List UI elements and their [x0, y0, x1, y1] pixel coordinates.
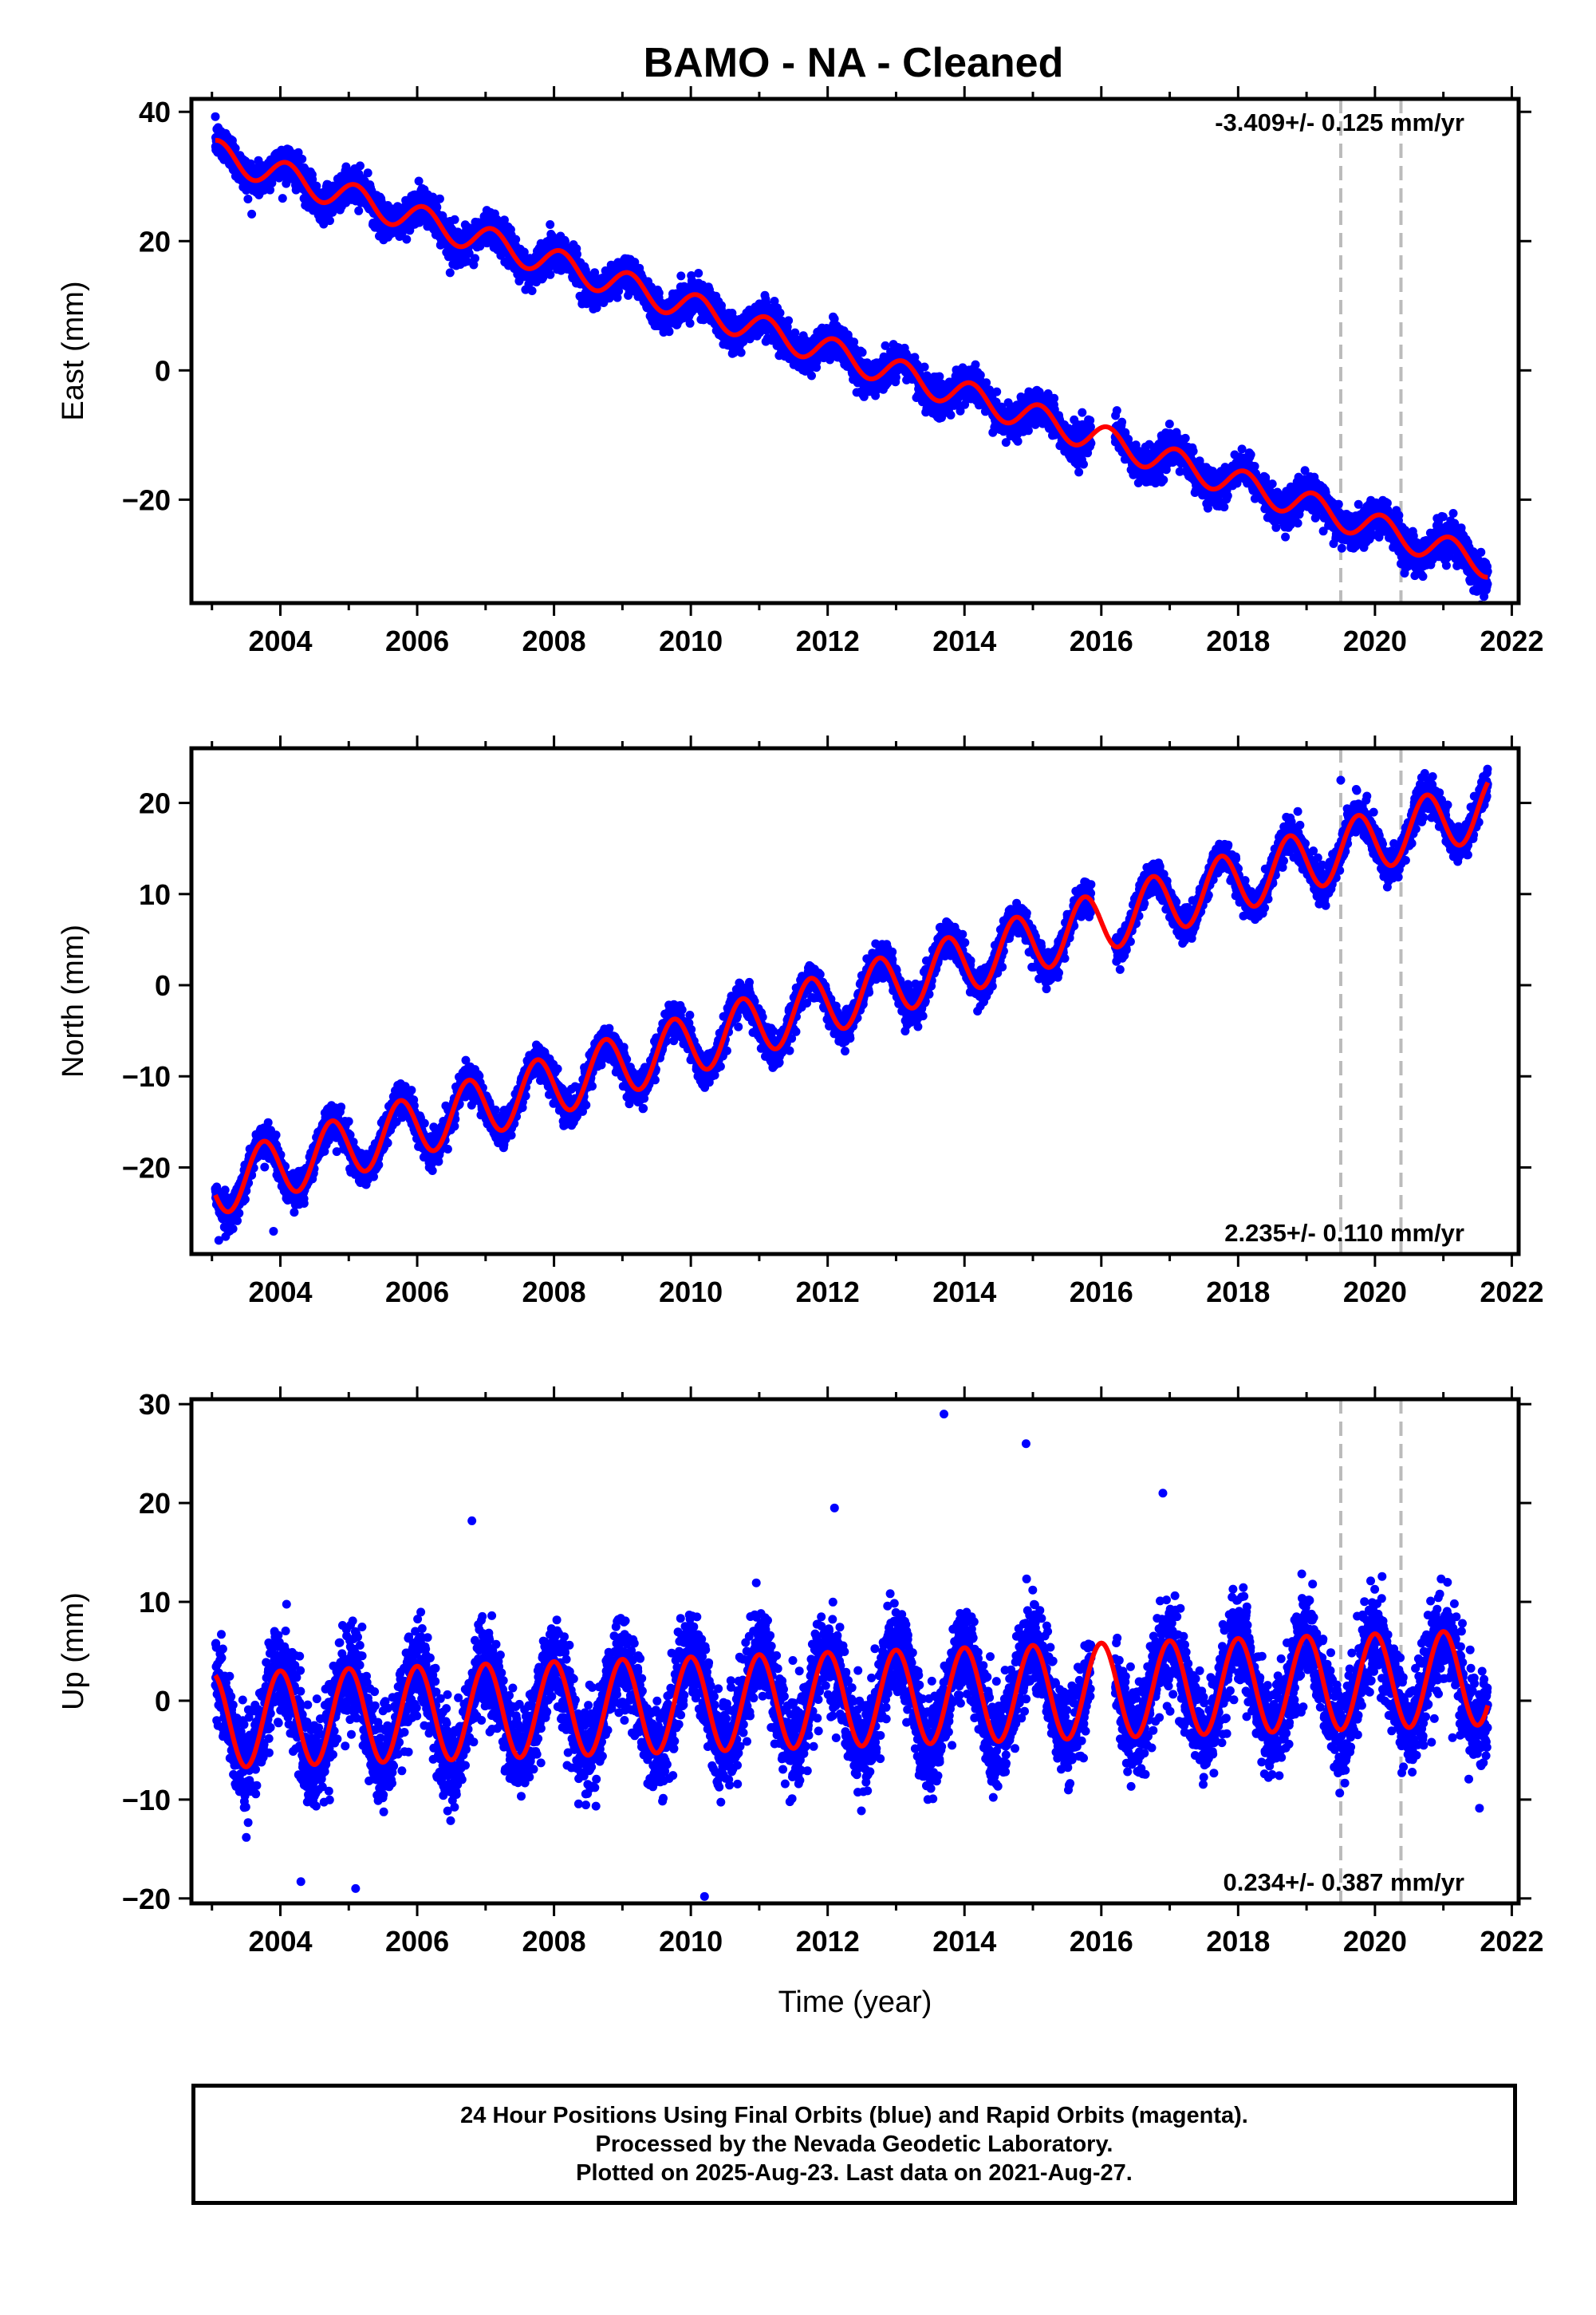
data-point — [1078, 408, 1087, 417]
data-point — [1159, 475, 1168, 485]
data-point — [1079, 459, 1088, 469]
data-point — [471, 254, 479, 263]
data-point — [946, 410, 956, 420]
data-point — [775, 308, 785, 317]
data-point — [354, 206, 364, 215]
data-point — [664, 327, 674, 337]
data-point — [246, 159, 255, 168]
data-point — [308, 175, 317, 184]
data-point — [1050, 393, 1059, 403]
data-point — [325, 216, 334, 226]
data-point — [464, 249, 474, 258]
data-point — [1117, 417, 1127, 427]
data-point — [211, 112, 220, 121]
data-point — [450, 215, 459, 224]
data-point — [807, 371, 816, 381]
data-point — [278, 194, 287, 203]
data-point — [1023, 426, 1033, 436]
data-point — [428, 192, 438, 202]
data-point — [717, 301, 726, 310]
data-point — [298, 154, 307, 164]
data-point — [414, 176, 424, 186]
data-point — [546, 270, 555, 279]
data-point — [435, 194, 444, 203]
data-point — [857, 348, 867, 357]
data-point — [356, 161, 365, 171]
data-point — [445, 268, 455, 278]
data-point — [1074, 467, 1084, 477]
data-point — [511, 235, 521, 244]
data-point — [463, 257, 472, 266]
data-point — [363, 168, 372, 178]
data-point — [527, 286, 537, 295]
data-point — [247, 209, 257, 219]
data-point — [282, 179, 291, 188]
data-point — [546, 220, 555, 229]
data-point — [676, 271, 686, 281]
data-point — [971, 360, 980, 369]
data-point — [1013, 436, 1023, 446]
data-point — [784, 316, 794, 325]
figure-title: BAMO - NA - Cleaned — [644, 40, 1064, 86]
chart-panel-1: 2004 2006 2008 2010 2012 2014 2016 2018 2020 2022… — [57, 86, 1543, 657]
data-point — [231, 144, 240, 153]
data-point — [402, 235, 412, 244]
data-point — [266, 185, 275, 195]
data-point — [694, 269, 703, 278]
data-point — [243, 195, 253, 203]
data-point — [685, 318, 695, 328]
data-point — [432, 203, 442, 212]
data-point — [920, 362, 929, 372]
data-point — [1112, 406, 1121, 416]
data-point — [654, 288, 664, 298]
data-point — [1164, 420, 1174, 428]
data-point — [736, 348, 746, 357]
data-point — [992, 387, 1002, 396]
